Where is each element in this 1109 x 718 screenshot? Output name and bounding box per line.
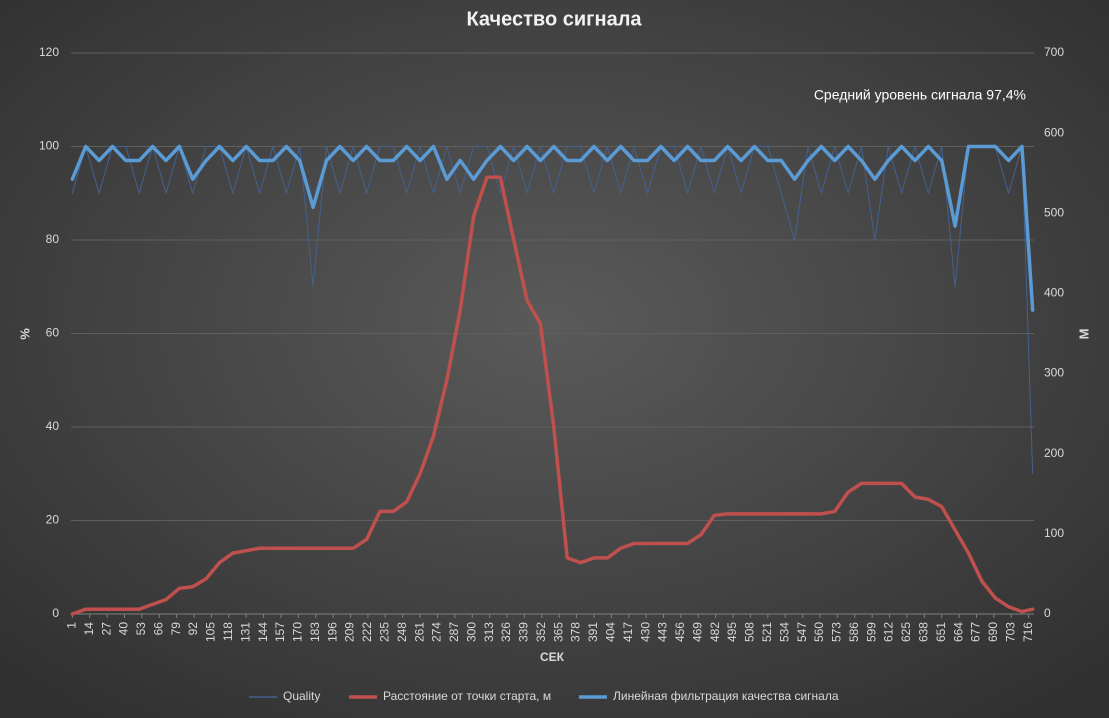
y-tick-label: 40 [46,419,60,433]
x-tick-label: 495 [725,622,739,642]
y2-tick-label: 0 [1044,606,1051,620]
y2-tick-label: 700 [1044,45,1064,59]
x-tick-label: 144 [256,622,270,642]
x-tick-label: 209 [343,622,357,642]
annotation: Средний уровень сигнала 97,4% [814,87,1026,103]
x-tick-label: 391 [586,622,600,642]
x-axis-label: СЕК [540,650,565,664]
x-tick-label: 27 [99,622,113,636]
y2-tick-label: 200 [1044,446,1064,460]
x-tick-label: 196 [325,622,339,642]
x-tick-label: 14 [82,622,96,636]
x-tick-label: 586 [847,622,861,642]
y-tick-label: 120 [39,45,59,59]
x-tick-label: 469 [690,622,704,642]
x-tick-label: 560 [812,622,826,642]
x-tick-label: 1 [65,622,79,629]
y2-tick-label: 600 [1044,125,1064,139]
x-tick-label: 326 [499,622,513,642]
x-tick-label: 703 [1003,622,1017,642]
x-tick-label: 534 [777,622,791,642]
x-tick-label: 716 [1021,622,1035,642]
legend-label: Расстояние от точки старта, м [383,689,551,703]
x-tick-label: 573 [830,622,844,642]
x-tick-label: 261 [412,622,426,642]
x-tick-label: 170 [291,622,305,642]
x-tick-label: 105 [204,622,218,642]
x-tick-label: 118 [221,622,235,641]
x-tick-label: 274 [430,622,444,642]
x-tick-label: 378 [569,622,583,642]
x-tick-label: 339 [517,622,531,642]
x-tick-label: 508 [743,622,757,642]
x-tick-label: 404 [604,622,618,642]
x-tick-label: 79 [169,622,183,636]
x-tick-label: 664 [951,622,965,642]
x-tick-label: 222 [360,622,374,642]
y-tick-label: 60 [46,326,60,340]
chart-title: Качество сигнала [466,8,642,30]
series-line [71,146,1034,475]
x-tick-label: 521 [760,622,774,642]
y2-tick-label: 500 [1044,205,1064,219]
y2-tick-label: 300 [1044,366,1064,380]
x-tick-label: 157 [273,622,287,642]
x-tick-label: 300 [464,622,478,642]
series-line [70,144,1035,312]
x-tick-label: 235 [377,622,391,642]
x-tick-label: 365 [551,622,565,642]
x-tick-label: 248 [395,622,409,642]
y2-tick-label: 400 [1044,286,1064,300]
x-tick-label: 677 [969,622,983,642]
series-line [70,175,1035,616]
x-tick-label: 131 [238,622,252,642]
y2-tick-label: 100 [1044,526,1064,540]
legend-label: Quality [283,689,320,703]
x-tick-label: 456 [673,622,687,642]
x-tick-label: 430 [638,622,652,642]
x-tick-label: 92 [186,622,200,636]
x-tick-label: 651 [934,622,948,642]
x-tick-label: 183 [308,622,322,642]
x-tick-label: 547 [795,622,809,642]
x-tick-label: 40 [117,622,131,636]
x-tick-label: 599 [864,622,878,642]
legend-label: Линейная фильтрация качества сигнала [613,689,839,703]
y-tick-label: 0 [52,606,59,620]
x-tick-label: 352 [534,622,548,642]
x-tick-label: 313 [482,622,496,642]
x-tick-label: 443 [656,622,670,642]
x-tick-label: 625 [899,622,913,642]
x-tick-label: 417 [621,622,635,642]
x-tick-label: 482 [708,622,722,642]
y-tick-label: 80 [46,232,60,246]
x-tick-label: 690 [986,622,1000,642]
y2-axis-label: М [1076,329,1091,340]
y-tick-label: 20 [46,513,60,527]
y-tick-label: 100 [39,139,59,153]
x-tick-label: 287 [447,622,461,642]
x-tick-label: 612 [882,622,896,642]
x-tick-label: 53 [134,622,148,636]
x-tick-label: 638 [916,622,930,642]
x-tick-label: 66 [151,622,165,636]
y-axis-label: % [17,328,32,340]
